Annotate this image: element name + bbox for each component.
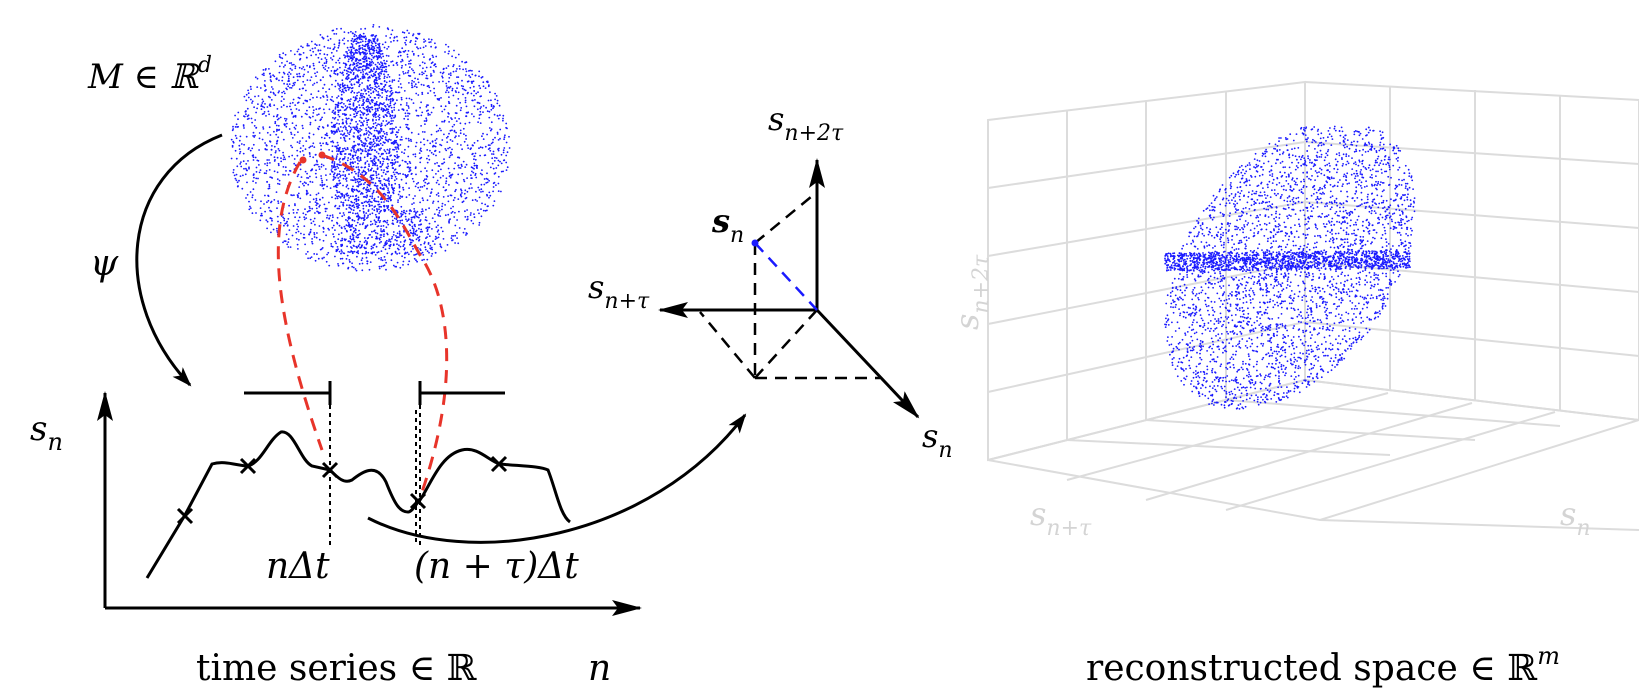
red-dashed-curve-2 (321, 153, 449, 493)
xaxis-var-label: n (588, 648, 611, 689)
back-right-wall (1304, 81, 1639, 422)
floor (987, 378, 1639, 522)
sample-crosses (176, 455, 508, 525)
delay-window-2 (415, 381, 505, 545)
manifold-point-cloud (230, 24, 511, 272)
psi-label: ψ (90, 243, 119, 284)
embedding-axes (658, 158, 920, 419)
axis-label-right: sn (922, 417, 953, 463)
right-zaxis-label: sn+2τ (948, 254, 994, 330)
axis-label-top: sn+2τ (768, 100, 844, 146)
state-vector-label: sn (711, 202, 744, 248)
reconstructed-point-cloud (1164, 125, 1416, 410)
right-xaxis-label: sn+τ (1030, 495, 1092, 541)
red-point-2 (318, 151, 326, 159)
sample-cross (176, 507, 194, 525)
embedding-arrow (367, 413, 747, 544)
time-series-caption: time series ∈ ℝ (196, 648, 478, 689)
state-vector-point (751, 239, 759, 247)
grid-3d (987, 80, 1639, 531)
manifold-group: M ∈ ℝd (87, 24, 511, 272)
reconstructed-caption: reconstructed space ∈ ℝm (1086, 642, 1560, 689)
time-series-axes (97, 391, 642, 616)
yaxis-label: sn (30, 409, 63, 456)
right-yaxis-label: sn (1560, 495, 1591, 541)
red-point-1 (299, 156, 307, 164)
red-dashed-curve-1 (276, 161, 324, 451)
sample-cross (239, 457, 257, 475)
sample-cross (490, 455, 508, 473)
delay-window-1 (244, 381, 332, 545)
axis-label-left: sn+τ (588, 268, 650, 314)
time-label-n-tau: (n + τ)Δt (414, 546, 579, 587)
time-label-n: nΔt (266, 546, 330, 587)
manifold-label: M ∈ ℝd (87, 53, 212, 97)
psi-map-arrow (135, 133, 223, 387)
state-vector (754, 242, 818, 311)
sample-cross (409, 492, 427, 510)
